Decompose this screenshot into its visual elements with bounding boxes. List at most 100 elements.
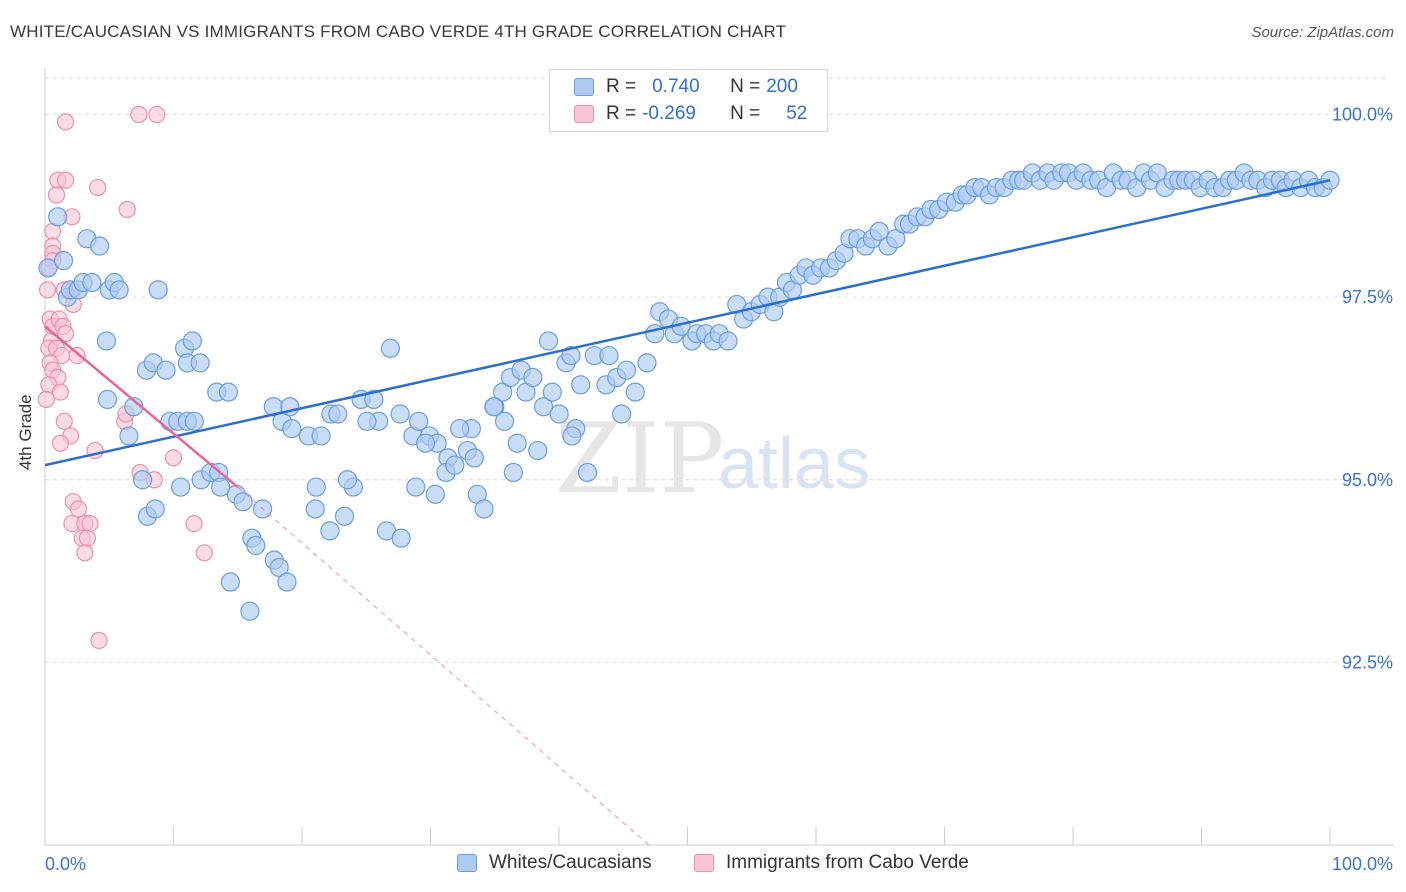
data-point-whites — [220, 572, 240, 592]
data-point-cabo-verde — [51, 383, 70, 401]
legend-r-value: -0.269 — [642, 103, 696, 124]
data-point-whites — [464, 448, 484, 468]
data-point-whites — [320, 521, 340, 541]
data-point-whites — [494, 411, 515, 431]
legend-n-label: N = — [730, 76, 761, 97]
data-point-whites — [562, 426, 582, 446]
data-point-whites — [474, 499, 494, 519]
y-tick-label: 95.0% — [1342, 470, 1393, 490]
data-point-whites — [450, 419, 470, 439]
data-point-whites — [218, 382, 239, 402]
data-point-whites — [148, 280, 168, 300]
legend-r-label: R = — [606, 103, 637, 124]
data-point-whites — [625, 382, 645, 402]
data-point-whites — [337, 470, 358, 490]
data-point-cabo-verde — [56, 113, 75, 131]
data-point-whites — [484, 397, 504, 417]
data-point-cabo-verde — [55, 412, 73, 430]
bottom-legend-cabo-verde: Immigrants from Cabo Verde — [694, 852, 969, 874]
source-label: Source: ZipAtlas.com — [1251, 24, 1394, 41]
legend-n-value: 52 — [786, 103, 808, 124]
data-point-whites — [612, 404, 632, 424]
data-point-cabo-verde — [38, 281, 57, 299]
data-point-cabo-verde — [118, 200, 136, 219]
data-point-whites — [571, 375, 591, 395]
correlation-legend: R = 0.740 N = 200 R = -0.269 N = 52 — [549, 69, 828, 132]
data-point-cabo-verde — [76, 544, 94, 562]
data-point-cabo-verde — [68, 346, 86, 365]
data-point-whites — [109, 280, 129, 300]
data-point-cabo-verde — [47, 186, 66, 204]
data-point-whites — [364, 389, 384, 410]
data-point-whites — [96, 331, 117, 351]
data-point-cabo-verde — [69, 500, 88, 518]
data-point-whites — [533, 397, 554, 417]
data-point-whites — [282, 419, 302, 439]
data-point-whites — [182, 331, 202, 351]
data-point-whites — [184, 411, 204, 431]
data-point-whites — [211, 477, 231, 497]
data-point-cabo-verde — [148, 105, 166, 124]
bottom-swatch-cabo-verde — [694, 854, 714, 872]
data-point-whites — [425, 484, 445, 504]
tick-labels: 92.5% 95.0% 97.5% 100.0% 0.0% 100.0% — [45, 105, 1393, 874]
data-point-cabo-verde — [90, 631, 108, 650]
data-point-whites — [246, 535, 266, 556]
bottom-legend-whites-label: Whites/Caucasians — [489, 852, 652, 873]
data-point-whites — [269, 557, 289, 578]
data-point-cabo-verde — [51, 434, 70, 452]
legend-n-value: 200 — [766, 76, 798, 97]
data-point-whites — [561, 345, 581, 366]
data-point-whites — [305, 499, 325, 519]
data-point-whites — [409, 411, 429, 431]
data-point-whites — [718, 331, 738, 351]
watermark-atlas: atlas — [718, 424, 870, 504]
data-point-whites — [503, 462, 523, 483]
data-point-whites — [306, 477, 326, 497]
data-point-whites — [507, 433, 527, 453]
data-point-cabo-verde — [185, 514, 203, 533]
data-point-whites — [869, 221, 889, 241]
data-point-whites — [132, 470, 153, 490]
data-point-cabo-verde — [89, 178, 107, 197]
series-cabo-verde-points — [37, 105, 213, 650]
trend-line-cabo-verde-extrapolated — [237, 486, 650, 846]
data-point-whites — [493, 382, 513, 402]
data-point-whites — [82, 272, 102, 293]
data-point-whites — [171, 477, 191, 497]
bottom-swatch-whites — [457, 854, 477, 872]
data-point-whites — [637, 353, 657, 373]
data-point-whites — [528, 440, 548, 461]
data-point-whites — [886, 229, 906, 249]
bottom-legend-cabo-verde-label: Immigrants from Cabo Verde — [726, 852, 969, 873]
data-point-cabo-verde — [56, 325, 75, 343]
data-point-whites — [53, 251, 74, 271]
data-point-whites — [97, 389, 118, 410]
legend-n-label: N = — [730, 103, 761, 124]
watermark: ZIP atlas — [555, 403, 870, 515]
chart-title: WHITE/CAUCASIAN VS IMMIGRANTS FROM CABO … — [10, 22, 787, 41]
trend-line-cabo-verde — [44, 325, 239, 489]
data-point-whites — [445, 455, 465, 475]
data-point-whites — [357, 411, 377, 431]
data-point-whites — [240, 601, 260, 621]
data-point-whites — [311, 426, 331, 446]
legend-row-cabo-verde: R = -0.269 N = 52 — [574, 102, 807, 126]
x-tick-label: 100.0% — [1332, 854, 1393, 874]
y-tick-label: 92.5% — [1342, 652, 1393, 672]
legend-r-value: 0.740 — [652, 76, 700, 97]
data-point-cabo-verde — [164, 449, 183, 467]
data-point-cabo-verde — [37, 390, 55, 409]
y-tick-label: 97.5% — [1342, 287, 1393, 307]
trend-lines — [44, 179, 1331, 846]
trend-line-whites — [44, 179, 1331, 467]
data-point-whites — [577, 462, 598, 483]
data-point-whites — [48, 207, 68, 227]
legend-swatch-whites — [574, 78, 594, 96]
data-point-whites — [380, 338, 400, 358]
data-point-whites — [90, 236, 110, 256]
data-point-cabo-verde — [78, 529, 97, 547]
data-point-whites — [233, 492, 253, 512]
watermark-zip: ZIP — [555, 403, 724, 515]
